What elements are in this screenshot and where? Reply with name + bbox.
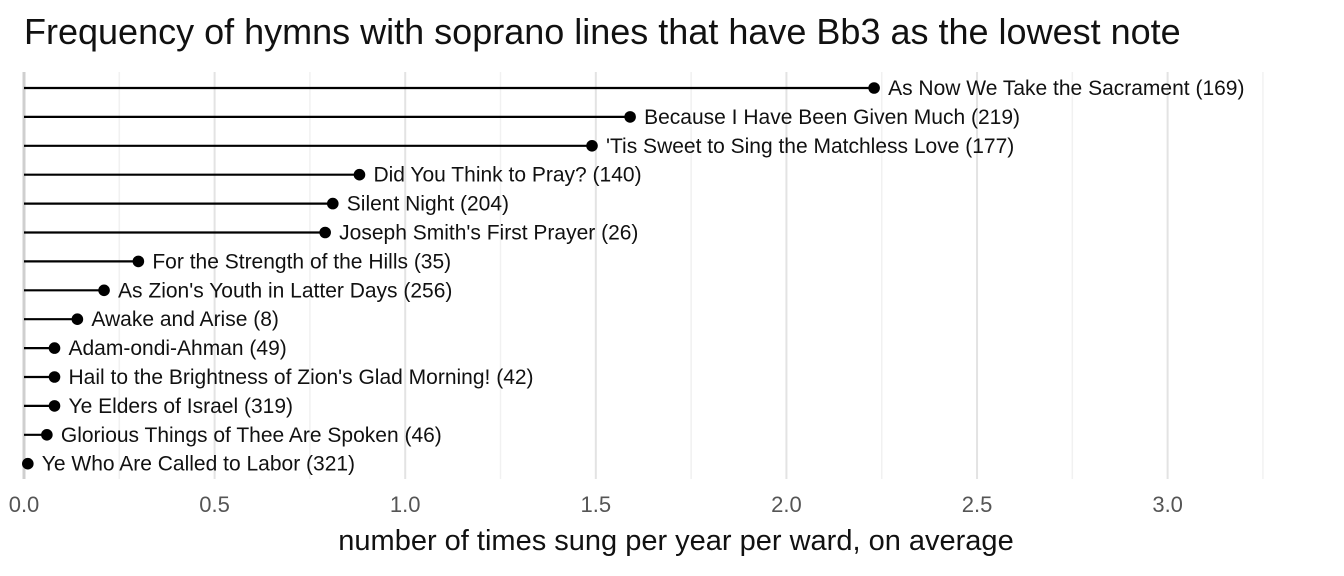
data-point xyxy=(22,457,34,470)
marks-layer: As Now We Take the Sacrament (169) Becaus… xyxy=(22,77,1244,476)
x-tick-label: 0.0 xyxy=(9,492,40,517)
data-point xyxy=(319,226,331,239)
data-point xyxy=(326,197,339,210)
point-label: Ye Who Are Called to Labor (321) xyxy=(42,453,355,476)
point-label: For the Strength of the Hills (35) xyxy=(152,250,451,273)
point-label: Hail to the Brightness of Zion's Glad Mo… xyxy=(68,366,533,389)
chart-title: Frequency of hymns with soprano lines th… xyxy=(24,11,1181,52)
point-label: Ye Elders of Israel (319) xyxy=(68,395,293,418)
point-label: Adam-ondi-Ahman (49) xyxy=(68,337,286,360)
x-tick-label: 3.0 xyxy=(1152,492,1183,517)
point-label: Glorious Things of Thee Are Spoken (46) xyxy=(61,424,442,447)
data-point xyxy=(353,168,366,181)
data-point xyxy=(586,140,598,152)
point-label: Joseph Smith's First Prayer (26) xyxy=(339,222,638,245)
data-point xyxy=(98,284,110,297)
x-axis-ticks: 0.0 0.5 1.0 1.5 2.0 2.5 3.0 xyxy=(9,492,1183,517)
data-point xyxy=(48,342,61,354)
x-axis-label: number of times sung per year per ward, … xyxy=(338,525,1013,557)
point-label: Silent Night (204) xyxy=(347,193,509,216)
x-tick-label: 1.5 xyxy=(581,492,612,517)
point-label: Did You Think to Pray? (140) xyxy=(373,164,641,187)
point-label: Because I Have Been Given Much (219) xyxy=(644,106,1020,129)
x-tick-label: 2.0 xyxy=(771,492,802,517)
point-label: As Now We Take the Sacrament (169) xyxy=(888,77,1244,100)
point-label: Awake and Arise (8) xyxy=(91,308,279,331)
x-tick-label: 1.0 xyxy=(390,492,421,517)
data-point xyxy=(48,400,61,412)
data-point xyxy=(41,429,53,441)
data-point xyxy=(132,255,145,268)
x-tick-label: 2.5 xyxy=(962,492,993,517)
data-point xyxy=(71,313,84,326)
data-point xyxy=(48,371,61,383)
point-label: As Zion's Youth in Latter Days (256) xyxy=(118,279,452,302)
point-label: 'Tis Sweet to Sing the Matchless Love (1… xyxy=(606,135,1014,158)
x-tick-label: 0.5 xyxy=(199,492,230,517)
data-point xyxy=(624,111,636,123)
data-point xyxy=(868,82,880,94)
grid-layer xyxy=(22,72,1264,479)
